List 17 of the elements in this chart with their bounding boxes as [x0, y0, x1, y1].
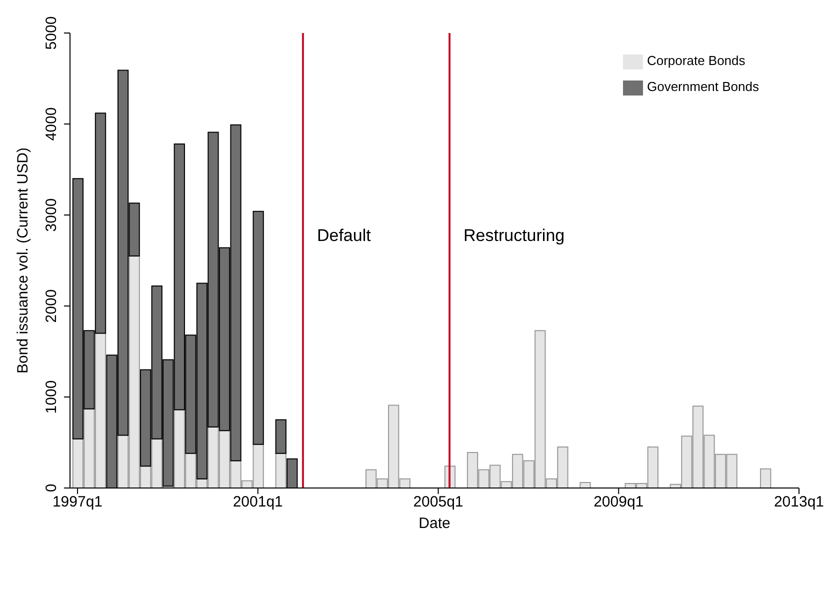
y-tick-label: 4000: [43, 107, 60, 141]
x-tick-label: 2001q1: [232, 494, 283, 511]
x-tick-label: 2009q1: [594, 494, 644, 511]
legend-label: Government Bonds: [646, 79, 759, 94]
y-tick-label: 0: [43, 484, 60, 492]
y-axis-title: Bond issuance vol. (Current USD): [14, 148, 32, 374]
x-tick-label: 2013q1: [774, 494, 824, 511]
x-axis-title: Date: [418, 515, 450, 532]
legend-label: Corporate Bonds: [646, 53, 746, 68]
ref-line-label: Restructuring: [464, 226, 565, 245]
y-tick-label: 3000: [43, 198, 60, 232]
x-tick-label: 2005q1: [413, 494, 464, 511]
y-tick-label: 2000: [43, 289, 60, 323]
y-tick-label: 1000: [43, 380, 60, 414]
x-tick-label: 1997q1: [52, 494, 103, 511]
y-tick-label: 5000: [43, 16, 60, 50]
ref-line-label: Default: [316, 226, 372, 245]
